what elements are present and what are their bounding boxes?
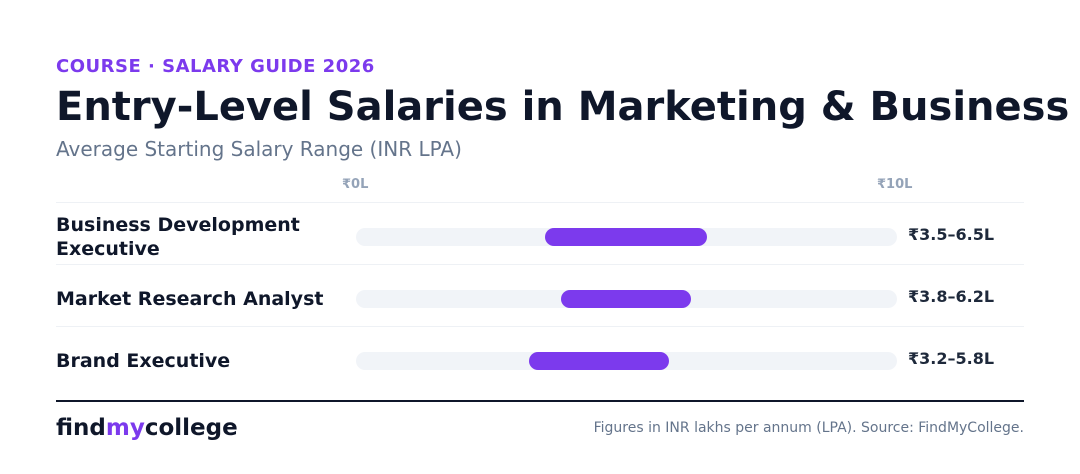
source-note: Figures in INR lakhs per annum (LPA). So… xyxy=(593,420,1024,436)
footer-rule xyxy=(56,400,1024,402)
range-bar xyxy=(545,228,707,246)
range-track xyxy=(356,290,897,308)
chart-row: Brand Executive ₹3.2–5.8L xyxy=(0,327,1080,389)
category-label: Business Development Executive xyxy=(56,214,300,260)
range-track xyxy=(356,352,897,370)
range-bar xyxy=(561,290,691,308)
chart-subtitle: Average Starting Salary Range (INR LPA) xyxy=(56,137,462,161)
logo-text-find: find xyxy=(56,415,106,441)
chart-row: Market Research Analyst ₹3.8–6.2L xyxy=(0,265,1080,327)
logo-text-my: my xyxy=(105,415,145,441)
logo-text-college: college xyxy=(144,415,238,441)
range-track xyxy=(356,228,897,246)
category-label: Market Research Analyst xyxy=(56,288,324,310)
category-label: Brand Executive xyxy=(56,350,231,372)
axis-tick-min: ₹0L xyxy=(342,177,369,192)
eyebrow-label: COURSE · SALARY GUIDE 2026 xyxy=(56,56,375,77)
range-value-label: ₹3.8–6.2L xyxy=(908,287,995,306)
brand-logo: findmycollege xyxy=(56,415,238,441)
range-value-label: ₹3.5–6.5L xyxy=(908,225,995,244)
row-divider xyxy=(56,202,1024,203)
range-bar xyxy=(528,352,670,370)
row-divider xyxy=(56,326,1024,327)
axis-tick-max: ₹10L xyxy=(877,177,913,192)
chart-title: Entry-Level Salaries in Marketing & Busi… xyxy=(56,84,1070,130)
row-divider xyxy=(56,264,1024,265)
chart-row: Business Development Executive ₹3.5–6.5L xyxy=(0,203,1080,265)
range-value-label: ₹3.2–5.8L xyxy=(908,349,995,368)
